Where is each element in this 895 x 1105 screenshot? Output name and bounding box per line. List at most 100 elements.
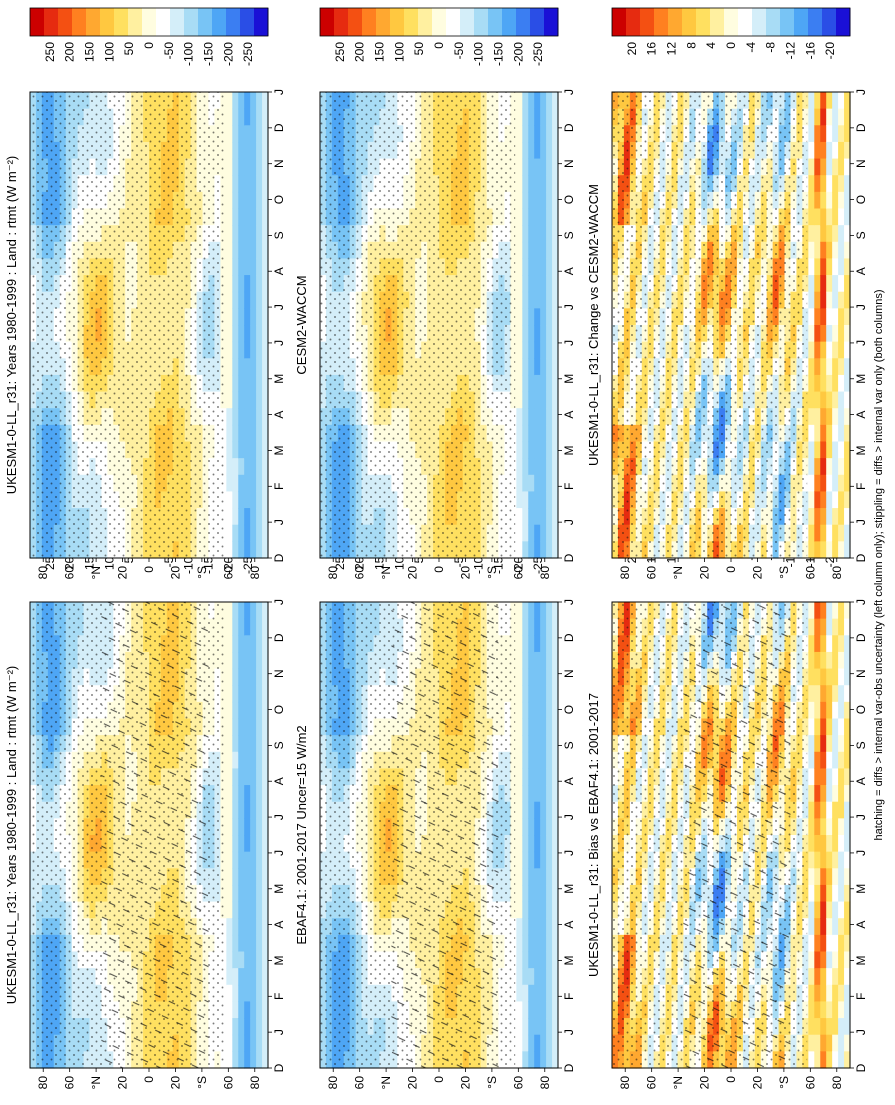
heatmap-cell — [226, 325, 233, 343]
heatmap-cell — [262, 602, 269, 620]
colorbar-swatch — [460, 8, 475, 36]
heatmap-cell — [232, 258, 239, 276]
heatmap-cell — [226, 918, 233, 936]
colorbar-tick-label: -150 — [492, 42, 506, 66]
heatmap-cell — [534, 291, 541, 309]
heatmap-cell — [262, 768, 269, 786]
heatmap-cell — [534, 602, 541, 620]
heatmap-cell — [522, 308, 529, 326]
heatmap-cell — [262, 325, 269, 343]
heatmap-cell — [534, 408, 541, 426]
heatmap-cell — [522, 125, 529, 143]
heatmap-cell — [540, 108, 547, 126]
heatmap-cell — [226, 1034, 233, 1052]
heatmap-cell — [540, 1001, 547, 1019]
heatmap-cell — [552, 835, 559, 853]
heatmap-cell — [516, 291, 523, 309]
heatmap-cell — [546, 735, 553, 753]
heatmap-cell — [522, 175, 529, 193]
heatmap-cell — [540, 258, 547, 276]
heatmap-cell — [262, 818, 269, 836]
heatmap-cell — [516, 358, 523, 376]
heatmap-cell — [226, 458, 233, 476]
heatmap-cell — [226, 618, 233, 636]
heatmap-cell — [226, 125, 233, 143]
heatmap-cell — [256, 175, 263, 193]
x-tick-label: M — [272, 955, 286, 965]
heatmap-cell — [516, 984, 523, 1003]
heatmap-cell — [244, 358, 251, 376]
heatmap-cell — [534, 968, 541, 986]
heatmap-cell — [528, 685, 535, 703]
heatmap-cell — [244, 884, 251, 903]
heatmap-cell — [516, 718, 523, 736]
heatmap-cell — [552, 158, 559, 176]
heatmap-cell — [238, 441, 245, 459]
heatmap-cell — [232, 125, 239, 143]
heatmap-cell — [540, 768, 547, 786]
heatmap-cell — [546, 275, 553, 293]
colorbar-tick-label: 0 — [432, 42, 446, 49]
heatmap-cell — [256, 424, 263, 443]
heatmap-cell — [232, 175, 239, 193]
heatmap-cell — [552, 408, 559, 426]
heatmap-cell — [522, 685, 529, 703]
heatmap-cell — [226, 175, 233, 193]
colorbar-frame — [29, 7, 269, 37]
colorbar-tick-label: 250 — [43, 42, 57, 62]
heatmap-cell — [528, 751, 535, 770]
heatmap-cell — [232, 1001, 239, 1019]
heatmap-cell — [238, 191, 245, 210]
heatmap-cell — [262, 618, 269, 636]
heatmap-cell — [516, 125, 523, 143]
heatmap-cell — [534, 241, 541, 260]
heatmap-cell — [546, 934, 553, 953]
heatmap-cell — [546, 851, 553, 869]
heatmap-cell — [238, 158, 245, 176]
x-tick-label: M — [562, 884, 576, 894]
heatmap-cell — [232, 158, 239, 176]
heatmap-cell — [540, 441, 547, 459]
heatmap-cell — [522, 92, 529, 110]
colorbar-swatch — [432, 8, 447, 36]
heatmap-cell — [534, 374, 541, 393]
heatmap-cell — [522, 785, 529, 803]
heatmap-cell — [552, 701, 559, 720]
heatmap-cell — [232, 602, 239, 620]
heatmap-cell — [534, 391, 541, 409]
x-tick-label: M — [562, 445, 576, 455]
heatmap-cell — [540, 918, 547, 936]
heatmap-cell — [256, 701, 263, 720]
heatmap-cell — [226, 524, 233, 542]
heatmap-cell — [552, 1034, 559, 1052]
heatmap-cell — [256, 851, 263, 869]
heatmap-cell — [546, 441, 553, 459]
heatmap-cell — [528, 441, 535, 459]
heatmap-cell — [238, 92, 245, 110]
x-tick-label: D — [562, 123, 576, 132]
heatmap-cell — [540, 275, 547, 293]
heatmap-cell — [522, 751, 529, 770]
heatmap-cell — [522, 208, 529, 226]
heatmap-cell — [256, 602, 263, 620]
heatmap-cell — [534, 191, 541, 210]
heatmap-cell — [546, 801, 553, 819]
heatmap-cell — [238, 1051, 245, 1069]
heatmap-cell — [534, 441, 541, 459]
heatmap-cell — [552, 424, 559, 443]
heatmap-cell — [256, 275, 263, 293]
x-tick-label: A — [562, 267, 576, 275]
heatmap-cell — [534, 818, 541, 836]
heatmap-cell — [534, 785, 541, 803]
heatmap-cell — [522, 884, 529, 903]
heatmap-cell — [540, 1018, 547, 1036]
heatmap-cell — [516, 635, 523, 653]
heatmap-cell — [250, 458, 257, 476]
heatmap-cell — [516, 258, 523, 276]
heatmap-cell — [238, 108, 245, 126]
heatmap-cell — [262, 868, 269, 886]
heatmap-cell — [262, 341, 269, 359]
heatmap-cell — [528, 374, 535, 393]
colorbar-tick-label: -50 — [162, 42, 176, 60]
